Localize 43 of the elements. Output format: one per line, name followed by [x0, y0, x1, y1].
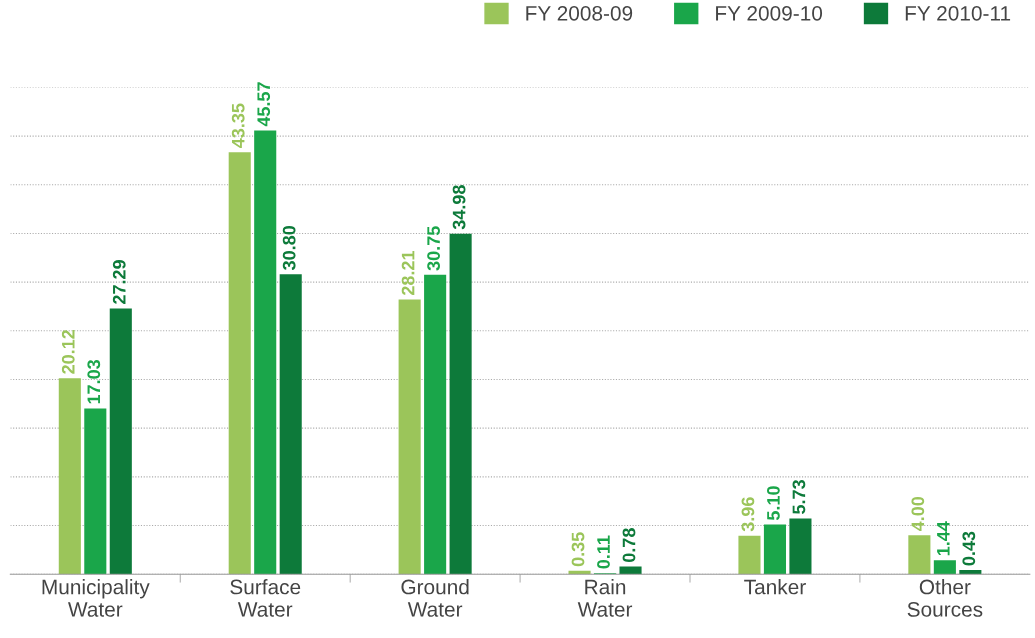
bar — [424, 274, 447, 575]
data-label: 5.73 — [792, 480, 806, 514]
legend-label: FY 2009-10 — [716, 5, 823, 21]
legend-label: FY 2008-09 — [526, 5, 633, 21]
bar — [84, 408, 107, 575]
x-tick-label: Ground Water — [401, 579, 469, 617]
data-label: 43.35 — [231, 103, 245, 148]
data-label: 3.96 — [741, 497, 755, 532]
x-tick-label: Surface Water — [230, 579, 301, 617]
x-tick-label: Municipality Water — [42, 579, 150, 617]
data-label: 34.98 — [452, 185, 466, 230]
bar — [279, 274, 302, 575]
bar — [449, 233, 472, 575]
bar — [109, 308, 132, 575]
bar — [58, 378, 81, 575]
legend-label: FY 2010-11 — [905, 5, 1011, 21]
data-label: 0.11 — [597, 535, 610, 569]
bar — [398, 299, 421, 575]
bar — [619, 566, 642, 575]
data-label: 4.00 — [911, 496, 925, 532]
bar — [763, 524, 786, 575]
data-label: 20.12 — [61, 329, 75, 374]
data-label: 0.43 — [962, 531, 976, 566]
data-label: 5.10 — [767, 486, 780, 521]
data-label: 17.03 — [87, 359, 101, 404]
data-label: 45.57 — [257, 82, 271, 127]
bar — [959, 570, 982, 575]
x-tick-label: Tanker — [744, 579, 806, 595]
data-label: 0.78 — [622, 528, 636, 562]
data-label: 28.21 — [401, 250, 415, 296]
data-label: 0.35 — [571, 532, 585, 567]
x-tick-label: Rain Water — [577, 579, 633, 617]
data-label: 30.80 — [282, 226, 296, 271]
bar — [254, 130, 277, 575]
bar — [228, 152, 251, 575]
bar — [738, 535, 761, 575]
x-tick-label: Other Sources — [907, 579, 983, 617]
bar — [789, 518, 812, 575]
data-label: 1.44 — [937, 521, 950, 556]
data-label: 27.29 — [112, 260, 126, 304]
bar — [933, 560, 956, 575]
data-label: 30.75 — [427, 226, 440, 271]
bar — [908, 535, 931, 575]
